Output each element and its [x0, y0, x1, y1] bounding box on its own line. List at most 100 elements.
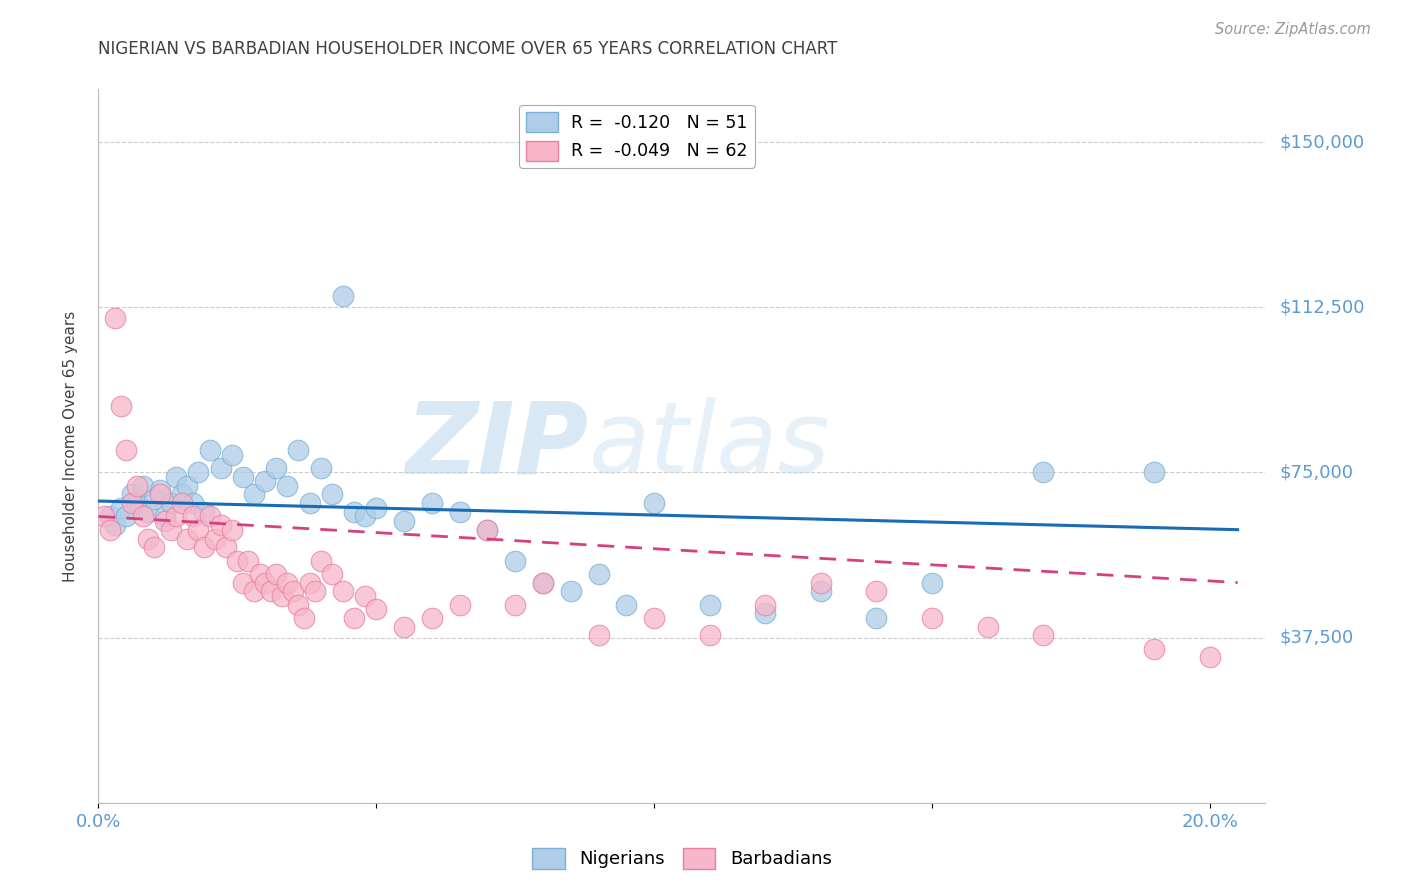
- Point: [754, 598, 776, 612]
- Point: [332, 584, 354, 599]
- Point: [865, 584, 887, 599]
- Point: [127, 478, 149, 492]
- Point: [354, 509, 377, 524]
- Point: [1032, 466, 1054, 480]
- Point: [187, 466, 209, 480]
- Point: [115, 443, 138, 458]
- Text: ZIP: ZIP: [405, 398, 589, 494]
- Point: [148, 487, 170, 501]
- Point: [321, 566, 343, 581]
- Point: [392, 619, 415, 633]
- Point: [132, 478, 155, 492]
- Point: [249, 566, 271, 581]
- Point: [115, 509, 138, 524]
- Point: [503, 598, 526, 612]
- Text: $150,000: $150,000: [1279, 133, 1365, 151]
- Point: [477, 523, 499, 537]
- Point: [449, 598, 471, 612]
- Point: [232, 470, 254, 484]
- Point: [531, 575, 554, 590]
- Point: [170, 487, 193, 501]
- Point: [243, 487, 266, 501]
- Point: [343, 505, 366, 519]
- Point: [110, 500, 132, 515]
- Text: Source: ZipAtlas.com: Source: ZipAtlas.com: [1215, 22, 1371, 37]
- Text: NIGERIAN VS BARBADIAN HOUSEHOLDER INCOME OVER 65 YEARS CORRELATION CHART: NIGERIAN VS BARBADIAN HOUSEHOLDER INCOME…: [98, 40, 838, 58]
- Point: [976, 619, 998, 633]
- Point: [143, 491, 166, 506]
- Point: [921, 575, 943, 590]
- Point: [193, 505, 215, 519]
- Point: [643, 496, 665, 510]
- Point: [699, 598, 721, 612]
- Point: [810, 575, 832, 590]
- Point: [198, 443, 221, 458]
- Point: [332, 289, 354, 303]
- Point: [121, 487, 143, 501]
- Text: atlas: atlas: [589, 398, 830, 494]
- Point: [292, 611, 315, 625]
- Point: [588, 566, 610, 581]
- Point: [614, 598, 637, 612]
- Point: [309, 461, 332, 475]
- Point: [254, 475, 277, 489]
- Point: [232, 575, 254, 590]
- Point: [276, 575, 298, 590]
- Point: [264, 461, 287, 475]
- Point: [176, 478, 198, 492]
- Point: [449, 505, 471, 519]
- Point: [588, 628, 610, 642]
- Point: [165, 470, 187, 484]
- Point: [198, 509, 221, 524]
- Point: [420, 496, 443, 510]
- Point: [98, 523, 121, 537]
- Point: [104, 311, 127, 326]
- Point: [132, 509, 155, 524]
- Point: [531, 575, 554, 590]
- Point: [187, 523, 209, 537]
- Point: [298, 496, 321, 510]
- Point: [153, 514, 176, 528]
- Point: [865, 611, 887, 625]
- Point: [204, 532, 226, 546]
- Point: [138, 505, 160, 519]
- Point: [281, 584, 304, 599]
- Point: [165, 509, 187, 524]
- Point: [170, 496, 193, 510]
- Point: [321, 487, 343, 501]
- Point: [254, 575, 277, 590]
- Point: [243, 584, 266, 599]
- Point: [1143, 466, 1166, 480]
- Point: [354, 589, 377, 603]
- Point: [181, 509, 204, 524]
- Point: [181, 496, 204, 510]
- Point: [176, 532, 198, 546]
- Point: [121, 496, 143, 510]
- Point: [264, 566, 287, 581]
- Point: [221, 523, 243, 537]
- Y-axis label: Householder Income Over 65 years: Householder Income Over 65 years: [63, 310, 77, 582]
- Point: [215, 541, 238, 555]
- Point: [209, 518, 232, 533]
- Point: [503, 553, 526, 567]
- Point: [148, 483, 170, 497]
- Point: [104, 518, 127, 533]
- Text: $112,500: $112,500: [1279, 298, 1365, 317]
- Point: [420, 611, 443, 625]
- Point: [127, 496, 149, 510]
- Point: [477, 523, 499, 537]
- Point: [304, 584, 326, 599]
- Point: [143, 541, 166, 555]
- Point: [110, 400, 132, 414]
- Point: [643, 611, 665, 625]
- Point: [810, 584, 832, 599]
- Point: [1143, 641, 1166, 656]
- Point: [193, 541, 215, 555]
- Point: [343, 611, 366, 625]
- Point: [98, 509, 121, 524]
- Point: [260, 584, 283, 599]
- Point: [287, 598, 309, 612]
- Text: $37,500: $37,500: [1279, 629, 1354, 647]
- Point: [560, 584, 582, 599]
- Point: [287, 443, 309, 458]
